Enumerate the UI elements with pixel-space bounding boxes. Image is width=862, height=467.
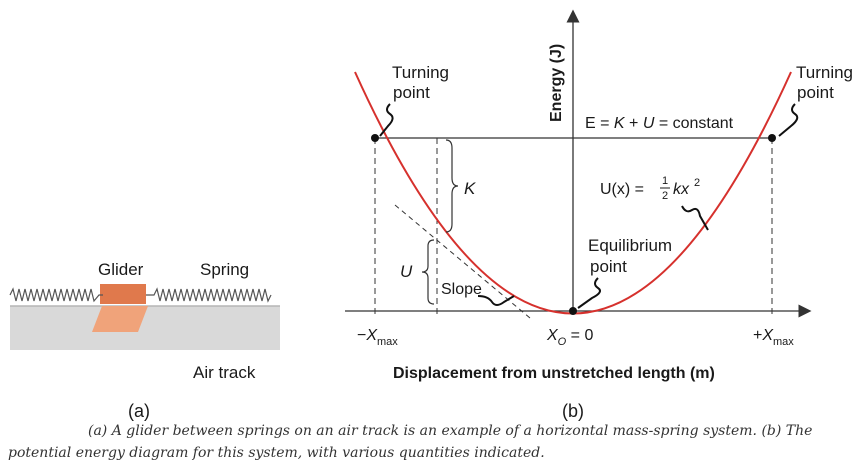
turning-point-right-label: Turning point [796, 63, 853, 102]
potential-curve-pointer [681, 205, 709, 231]
air-track-label: Air track [193, 363, 256, 382]
svg-text:2: 2 [662, 190, 668, 202]
svg-text:U(x) =: U(x) = [600, 181, 644, 198]
total-energy-label: E = K + U = constant [585, 115, 734, 132]
potential-energy-label: U [400, 262, 413, 281]
panel-b: Turning point Turning point Energy (J) E… [345, 9, 853, 421]
energy-axis-label: Energy (J) [548, 44, 565, 122]
x-axis-label: Displacement from unstretched length (m) [393, 365, 715, 382]
glider-body [92, 306, 148, 332]
tick-right-xmax: +Xmax [753, 327, 794, 348]
svg-text:Equilibrium: Equilibrium [588, 236, 672, 255]
turning-point-right-dot [768, 134, 776, 142]
k-brace [445, 139, 459, 233]
equilibrium-point-label: Equilibrium point [588, 236, 672, 276]
slope-label: Slope [441, 281, 482, 298]
equilibrium-point-dot [569, 307, 577, 315]
svg-text:Turning: Turning [392, 63, 449, 82]
kinetic-energy-label: K [464, 179, 476, 198]
turning-point-left-label: Turning point [392, 63, 449, 102]
figure-caption: (a) A glider between springs on an air t… [8, 420, 856, 464]
spring-right [146, 287, 272, 303]
u-brace [421, 239, 435, 305]
turning-left-pointer [379, 103, 394, 137]
slope-tangent-line [394, 204, 531, 319]
panel-a: Glider Spring Air track (a) [9, 260, 280, 421]
glider-label: Glider [98, 260, 144, 279]
slope-pointer [477, 295, 515, 306]
equilibrium-pointer [577, 277, 601, 309]
glider-top [100, 284, 146, 304]
svg-text:point: point [797, 83, 834, 102]
svg-text:kx: kx [673, 181, 690, 198]
svg-text:point: point [393, 83, 430, 102]
turning-right-pointer [778, 103, 799, 137]
spring-label: Spring [200, 260, 249, 279]
caption-line-1: (a) A glider between springs on an air t… [88, 423, 813, 439]
svg-text:2: 2 [694, 177, 700, 189]
svg-text:Turning: Turning [796, 63, 853, 82]
svg-text:1: 1 [662, 175, 668, 187]
panel-b-label: (b) [562, 401, 584, 421]
tick-left-xmax: −Xmax [357, 327, 398, 348]
caption-line-2: potential energy diagram for this system… [8, 445, 545, 461]
tick-center-x0: XO = 0 [546, 327, 593, 348]
svg-text:point: point [590, 257, 627, 276]
potential-energy-formula: U(x) = 1 2 kx 2 [600, 175, 700, 202]
panel-a-label: (a) [128, 401, 150, 421]
spring-left [9, 287, 103, 303]
turning-point-left-dot [371, 134, 379, 142]
